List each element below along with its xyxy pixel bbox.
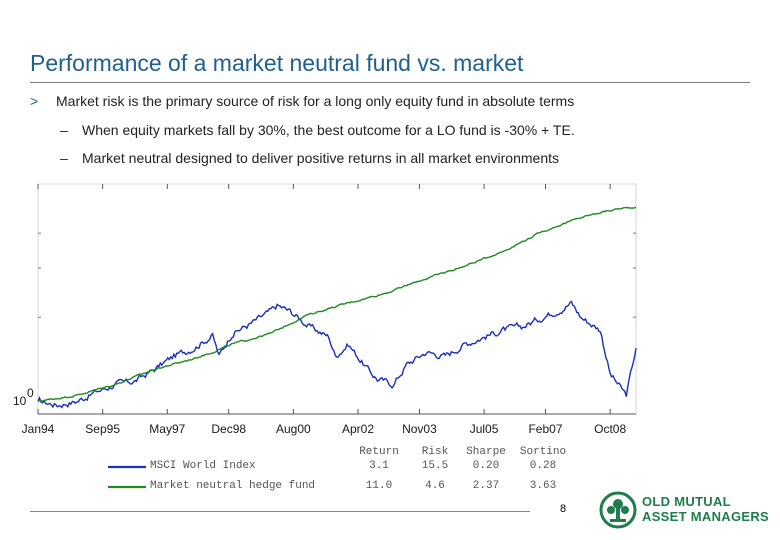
- bullet-arrow-icon: >: [30, 93, 39, 109]
- x-tick-label: Oct08: [594, 422, 626, 436]
- chart-axes: [37, 183, 637, 415]
- bullet-sub-1: – When equity markets fall by 30%, the be…: [60, 122, 575, 138]
- stats-cell: 3.1: [369, 460, 389, 472]
- bullet-sub-1-text: When equity markets fall by 30%, the bes…: [82, 122, 575, 138]
- stats-column-header: Sharpe: [466, 446, 506, 458]
- logo-line-2: ASSET MANAGERS: [642, 509, 769, 524]
- series-line-msci-world-index: [37, 300, 637, 409]
- chart-series: [37, 206, 637, 409]
- stats-cell: 0.20: [472, 460, 500, 472]
- stats-column-header: Sortino: [519, 446, 567, 458]
- logo-text: OLD MUTUAL ASSET MANAGERS: [642, 494, 769, 524]
- chart-ticks: Jan94 Sep95 May97 Dec98 Aug00 Apr02 Nov03 Jul05…: [13, 184, 636, 436]
- chart-legend: [108, 465, 146, 489]
- bullet-main-text: Market risk is the primary source of ris…: [56, 93, 575, 109]
- x-tick-label: May97: [149, 422, 185, 436]
- stats-column-header: Return: [359, 446, 399, 458]
- stats-cell: 3.63: [529, 480, 557, 492]
- bullet-main: > Market risk is the primary source of ri…: [30, 93, 574, 109]
- slide-title: Performance of a market neutral fund vs.…: [30, 50, 524, 76]
- title-divider: [30, 82, 750, 83]
- stats-cell: 15.5: [421, 460, 449, 472]
- x-tick-label: Jan94: [22, 422, 55, 436]
- y-tick-label: 10: [13, 394, 27, 408]
- logo-line-1: OLD MUTUAL: [642, 494, 731, 509]
- footer-divider: [30, 511, 530, 512]
- legend-label: MSCI World Index: [150, 460, 256, 472]
- old-mutual-tree-icon: [599, 491, 637, 529]
- x-tick-label: Dec98: [211, 422, 246, 436]
- x-tick-label: Apr02: [342, 422, 374, 436]
- x-tick-label: Jul05: [470, 422, 499, 436]
- stats-cell: 2.37: [472, 480, 500, 492]
- page-number: 8: [560, 503, 567, 515]
- stats-cell: 11.0: [365, 480, 393, 492]
- y-tick-label-exponent: 0: [27, 386, 34, 400]
- bullet-sub-2-text: Market neutral designed to deliver posit…: [82, 150, 560, 166]
- x-tick-label: Feb07: [528, 422, 562, 436]
- bullet-sub-2: – Market neutral designed to deliver posi…: [60, 150, 559, 166]
- x-tick-label: Nov03: [402, 422, 437, 436]
- stats-cell: 4.6: [425, 480, 445, 492]
- bullet-dash-icon: –: [60, 150, 68, 166]
- series-line-market-neutral-hedge-fund: [37, 206, 637, 402]
- stats-column-header: Risk: [421, 446, 449, 458]
- x-tick-label: Aug00: [276, 422, 311, 436]
- bullet-dash-icon: –: [60, 122, 68, 138]
- legend-label: Market neutral hedge fund: [150, 480, 316, 492]
- x-tick-label: Sep95: [85, 422, 120, 436]
- stats-cell: 0.28: [529, 460, 557, 472]
